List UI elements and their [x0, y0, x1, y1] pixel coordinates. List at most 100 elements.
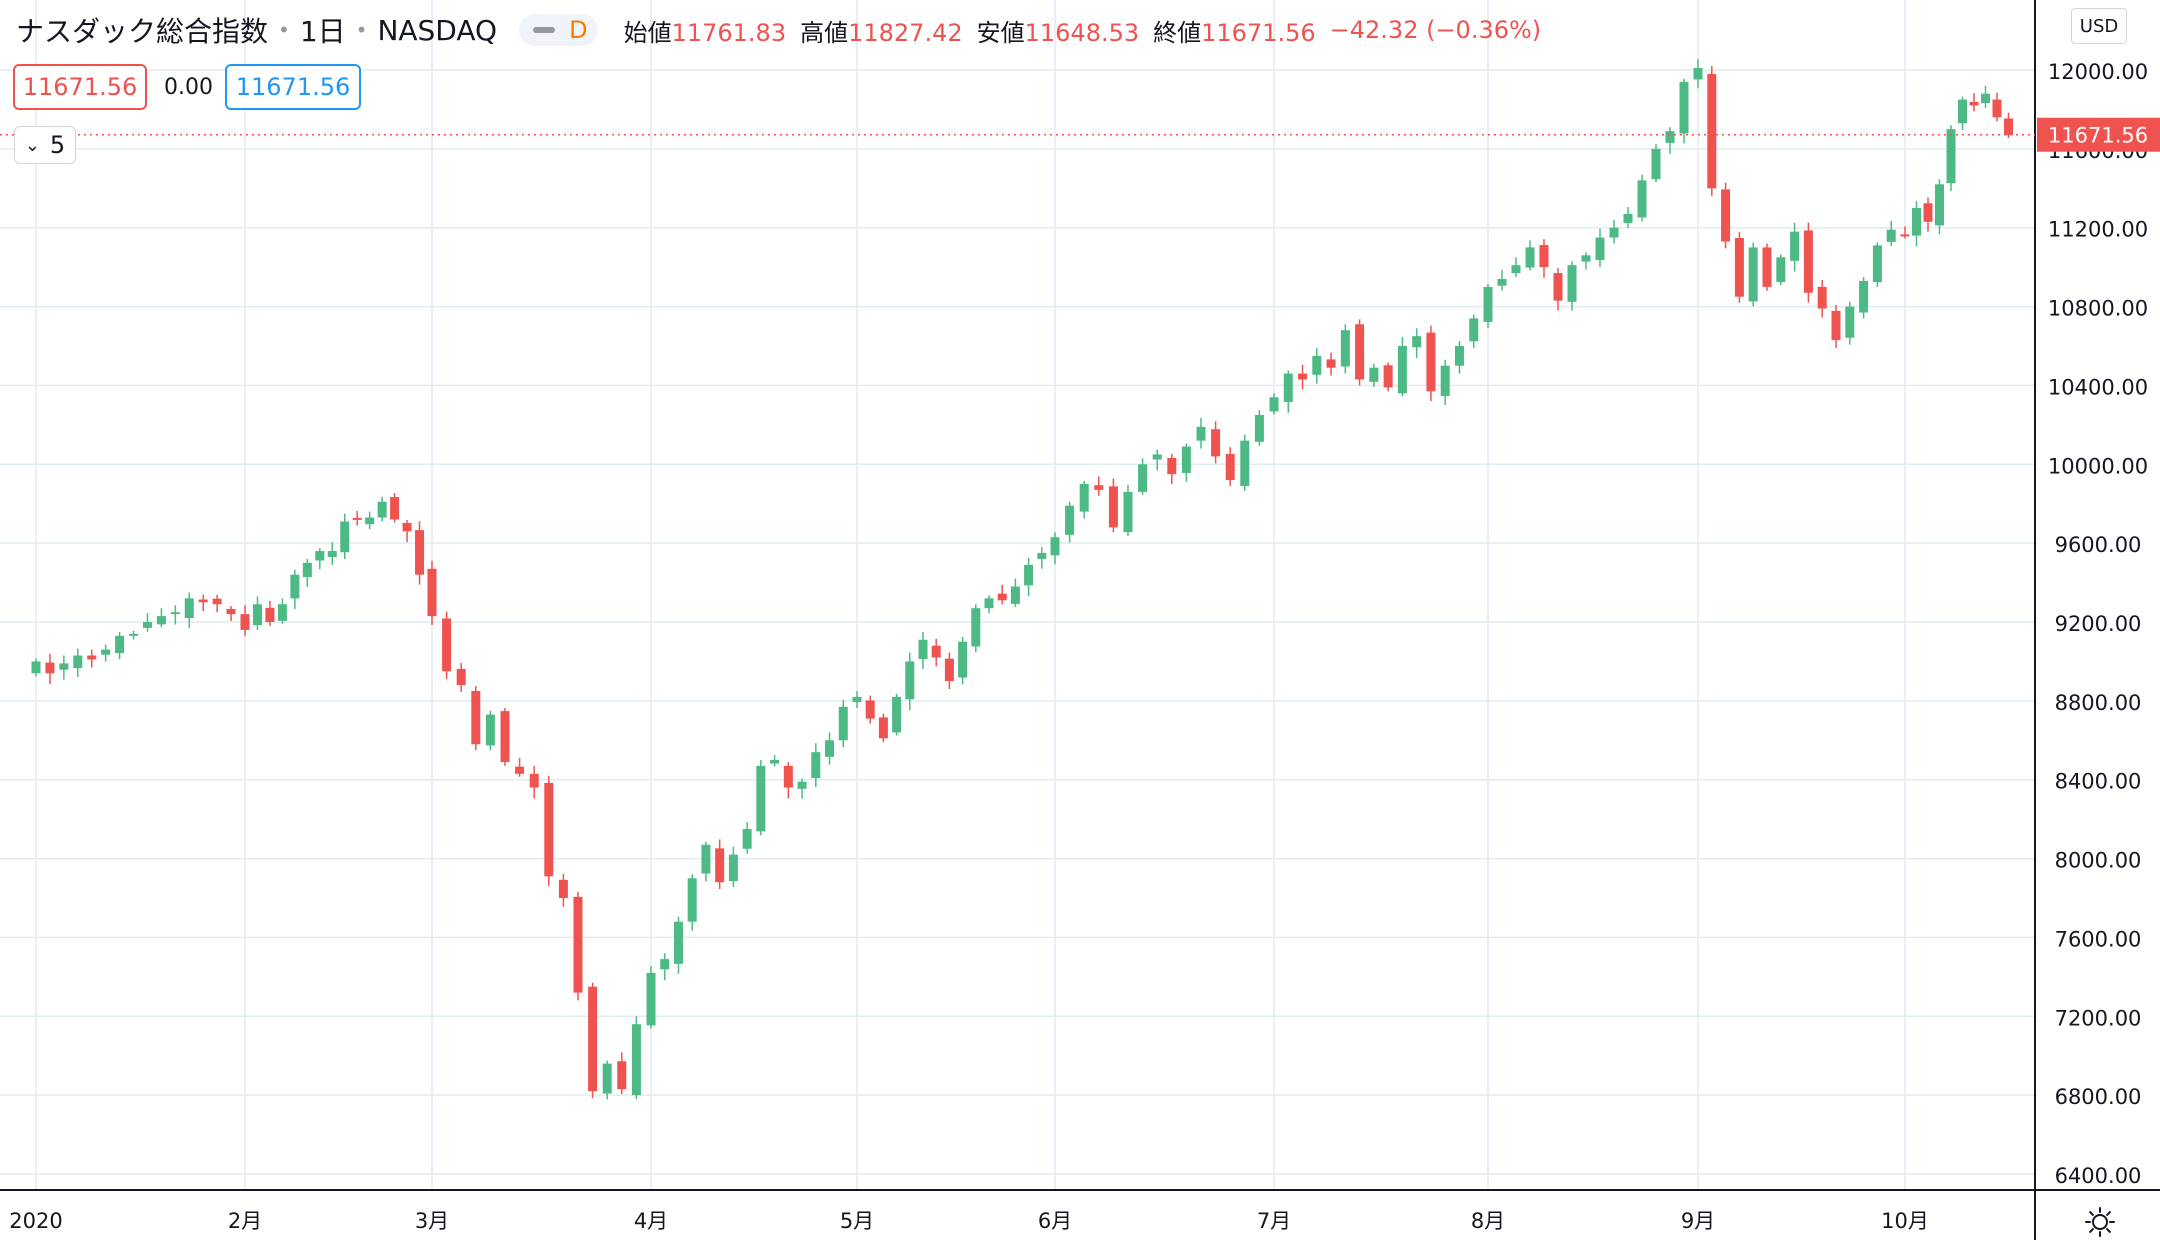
candle-body	[485, 714, 495, 746]
candle-body	[1312, 355, 1322, 375]
chevron-down-icon: ⌄	[24, 134, 40, 156]
interval-label[interactable]: 1日	[299, 15, 346, 48]
y-tick-label: 11200.00	[2048, 218, 2148, 242]
candle-body	[1079, 484, 1089, 512]
y-tick-label: 9600.00	[2055, 533, 2142, 557]
last-price-label: 11671.56	[2048, 124, 2148, 148]
close-value: 11671.56	[1201, 18, 1316, 47]
candle-body	[1958, 99, 1967, 124]
candle-body	[852, 696, 862, 703]
y-tick-label: 8800.00	[2055, 691, 2142, 715]
chart-header: ナスダック総合指数 • 1日 • NASDAQ D 始値11761.83 高値1…	[16, 8, 1541, 52]
candle-body	[1269, 397, 1279, 412]
candle-body	[905, 661, 915, 700]
symbol-name[interactable]: ナスダック総合指数	[16, 15, 269, 48]
candle-body	[1845, 306, 1855, 338]
x-tick-label: 5月	[840, 1209, 874, 1233]
candle-body	[1679, 81, 1689, 134]
buy-price-box[interactable]: 11671.56	[225, 64, 361, 110]
candle-body	[770, 760, 780, 764]
candle-body	[1651, 148, 1661, 180]
candle-body	[1992, 99, 2002, 118]
x-tick-label: 4月	[634, 1209, 668, 1233]
sell-price-box[interactable]: 11671.56	[13, 64, 147, 110]
candle-body	[265, 607, 275, 622]
candle-body	[1707, 73, 1717, 189]
exchange-label: NASDAQ	[377, 13, 498, 47]
candle-body	[1283, 373, 1293, 402]
candle-body	[558, 879, 568, 898]
candle-body	[1935, 184, 1944, 226]
candle-body	[1440, 365, 1450, 397]
candle-body	[797, 781, 807, 789]
candle-body	[1181, 446, 1191, 473]
candle-body	[31, 661, 41, 674]
spread-value: 0.00	[164, 74, 213, 100]
low-value: 11648.53	[1024, 18, 1140, 47]
y-tick-label: 10400.00	[2048, 375, 2148, 399]
y-tick-label: 12000.00	[2048, 60, 2148, 84]
y-tick-label: 9200.00	[2055, 612, 2142, 636]
candle-body	[958, 641, 968, 678]
candle-body	[918, 639, 928, 660]
dash-icon	[533, 27, 556, 33]
candle-body	[352, 517, 362, 520]
candle-body	[156, 616, 166, 625]
candle-body	[290, 574, 300, 599]
candle-body	[660, 959, 670, 970]
candle-body	[1762, 247, 1772, 287]
candle-body	[892, 696, 902, 733]
candle-body	[997, 593, 1007, 601]
candle-body	[1969, 101, 1979, 106]
candle-body	[1037, 553, 1047, 559]
candle-body	[1831, 310, 1841, 341]
candle-body	[315, 551, 325, 561]
candle-body	[588, 986, 598, 1092]
x-tick-label: 3月	[415, 1209, 449, 1233]
x-tick-label: 7月	[1257, 1209, 1291, 1233]
y-tick-label: 10800.00	[2048, 297, 2148, 321]
candle-body	[1748, 247, 1758, 302]
candle-body	[442, 618, 452, 672]
market-status-badge[interactable]: D	[519, 14, 598, 46]
indicators-toggle-button[interactable]: ⌄ 5	[14, 126, 76, 164]
y-tick-label: 6800.00	[2055, 1085, 2142, 1109]
indicators-count: 5	[49, 131, 66, 159]
candle-body	[1776, 257, 1786, 283]
candle-body	[1581, 255, 1591, 262]
candle-body	[1397, 346, 1407, 394]
candle-body	[184, 598, 194, 619]
gear-icon[interactable]	[2080, 1202, 2120, 1242]
candle-body	[402, 523, 412, 532]
candle-body	[327, 551, 337, 557]
candle-body	[1138, 464, 1148, 492]
candle-body	[1665, 131, 1675, 143]
x-tick-label: 6月	[1038, 1209, 1072, 1233]
candle-body	[529, 773, 539, 788]
daily-badge: D	[569, 16, 588, 44]
candle-body	[1010, 586, 1020, 604]
y-tick-label: 6400.00	[2055, 1164, 2142, 1188]
candle-body	[1790, 231, 1800, 261]
candle-body	[878, 717, 888, 739]
x-tick-label: 2月	[228, 1209, 262, 1233]
candle-body	[646, 972, 656, 1026]
candle-body	[1225, 454, 1235, 481]
candle-body	[170, 612, 180, 615]
candle-body	[701, 844, 711, 874]
currency-button[interactable]: USD	[2071, 8, 2127, 44]
candle-body	[1609, 227, 1619, 238]
open-value: 11761.83	[671, 18, 787, 47]
candle-body	[783, 765, 793, 788]
high-value: 11827.42	[848, 18, 963, 47]
last-price-tag	[2037, 117, 2160, 152]
candle-body	[1817, 286, 1827, 309]
candle-body	[971, 608, 981, 647]
candle-body	[212, 598, 222, 605]
candle-body	[865, 700, 875, 719]
candle-body	[1483, 286, 1493, 322]
candle-body	[1637, 180, 1647, 218]
candle-body	[984, 598, 994, 609]
